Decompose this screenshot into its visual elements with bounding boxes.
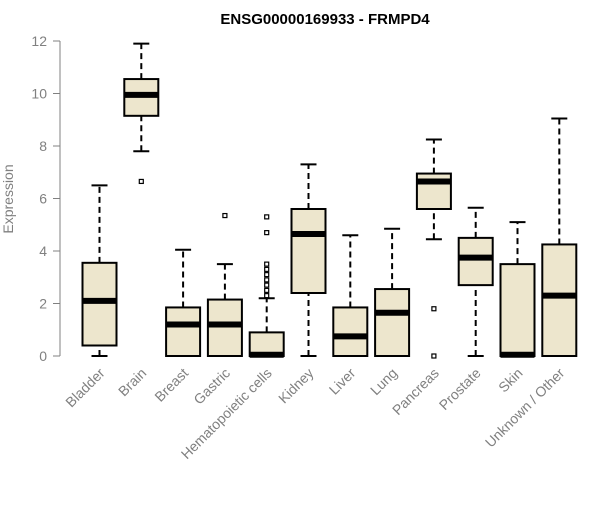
box-iqr (541, 243, 578, 357)
outlier-point (264, 272, 270, 278)
x-tick-label: Kidney (275, 365, 317, 407)
x-tick-label: Skin (495, 365, 526, 396)
y-tick-label: 0 (39, 348, 47, 364)
box-bladder (81, 184, 118, 357)
box-series (81, 42, 578, 359)
x-tick-label: Unknown / Other (482, 365, 568, 451)
box-skin (499, 221, 536, 358)
chart-title: ENSG00000169933 - FRMPD4 (220, 11, 430, 28)
outlier-point (264, 277, 270, 283)
outlier-point (264, 214, 270, 220)
box-iqr (332, 306, 369, 357)
y-tick-label: 8 (39, 138, 47, 154)
outlier-point (264, 261, 270, 267)
outlier-point (138, 178, 144, 185)
box-gastric (206, 212, 243, 357)
x-tick-label: Liver (326, 365, 359, 398)
box-prostate (457, 206, 494, 357)
box-iqr (81, 261, 118, 347)
outlier-point (264, 293, 270, 299)
y-axis: 0 2 4 6 8 10 12 (31, 33, 61, 364)
y-tick-label: 2 (39, 296, 47, 312)
y-tick-label: 6 (39, 191, 47, 207)
box-hematopoietic-cells (248, 214, 285, 358)
outlier-point (222, 212, 228, 219)
box-pancreas (415, 138, 452, 359)
box-kidney (290, 163, 327, 357)
box-unknown-other (541, 117, 578, 357)
x-tick-label: Brain (115, 365, 149, 399)
x-tick-label: Prostate (436, 365, 484, 413)
outlier-point (431, 353, 437, 359)
outlier-point (264, 230, 270, 236)
box-liver (332, 234, 369, 357)
y-axis-title: Expression (0, 164, 16, 233)
box-lung (374, 227, 411, 357)
box-breast (165, 248, 202, 357)
box-iqr (290, 208, 327, 294)
x-tick-label: Breast (151, 365, 191, 405)
y-tick-label: 10 (31, 86, 47, 102)
x-tick-label: Bladder (62, 365, 108, 411)
box-iqr (374, 288, 411, 357)
outlier-point (264, 266, 270, 272)
box-iqr (499, 263, 536, 357)
outlier-point (264, 282, 270, 288)
x-tick-label: Lung (367, 365, 400, 398)
box-iqr (206, 298, 243, 357)
outlier-point (431, 306, 437, 312)
y-tick-label: 12 (31, 33, 47, 49)
box-brain (123, 42, 160, 185)
box-iqr (457, 236, 494, 287)
box-iqr (165, 306, 202, 357)
outlier-point (264, 287, 270, 293)
y-tick-label: 4 (39, 243, 47, 259)
